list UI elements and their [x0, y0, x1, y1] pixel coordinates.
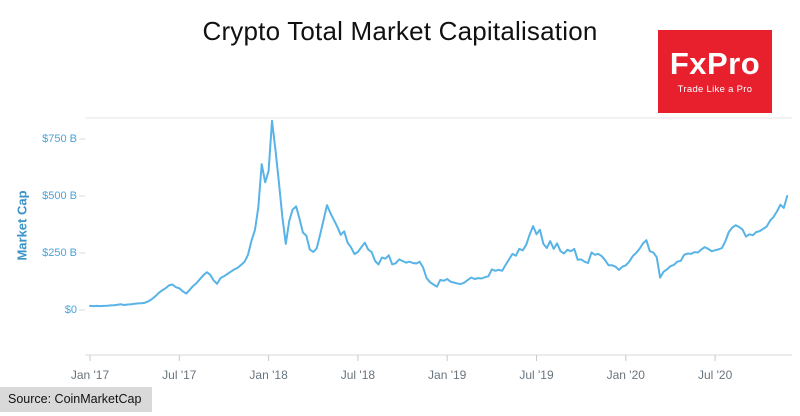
- source-label: Source: CoinMarketCap: [0, 387, 153, 412]
- x-tick-label: Jul '20: [697, 368, 733, 382]
- x-tick-label: Jan '20: [606, 368, 645, 382]
- x-tick-label: Jul '18: [340, 368, 376, 382]
- y-tick-label: $0: [64, 304, 77, 316]
- y-tick-label: $500 B: [42, 190, 77, 202]
- fxpro-logo: FxPro Trade Like a Pro: [658, 30, 772, 113]
- chart-frame: [85, 117, 792, 356]
- x-tick-label: Jul '17: [162, 368, 197, 382]
- x-tick-label: Jan '17: [70, 368, 110, 382]
- y-tick-label: $750 B: [42, 133, 77, 145]
- fxpro-logo-tagline: Trade Like a Pro: [677, 84, 753, 95]
- axis-tick-marks: [79, 138, 716, 361]
- x-tick-label: Jan '19: [428, 368, 467, 382]
- y-tick-label: $250 B: [42, 247, 77, 259]
- chart-title: Crypto Total Market Capitalisation: [202, 16, 598, 46]
- fxpro-logo-name: FxPro: [669, 46, 761, 81]
- market-cap-line: [89, 119, 789, 308]
- x-tick-label: Jul '19: [519, 368, 554, 382]
- x-tick-label: Jan '18: [249, 368, 288, 382]
